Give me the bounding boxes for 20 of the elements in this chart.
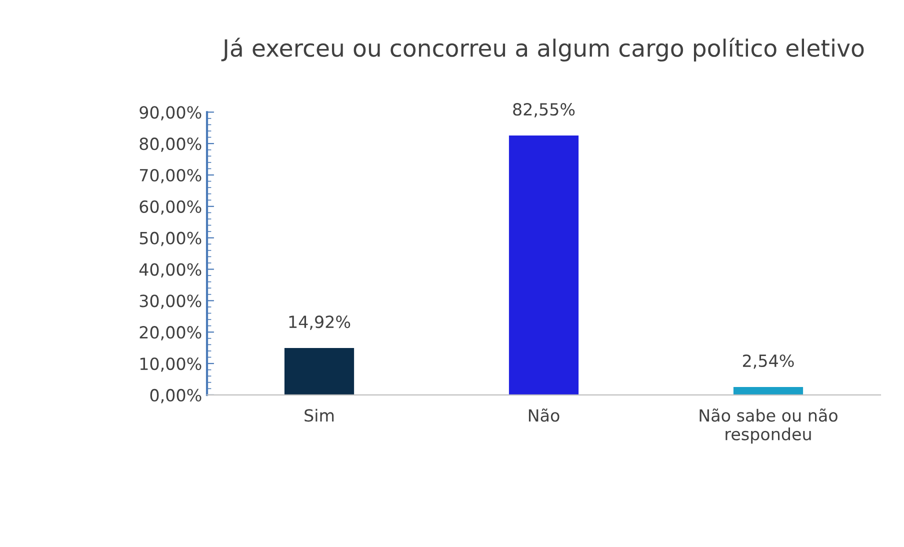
x-tick-label: Não sabe ou não respondeu [700,408,838,444]
bar [733,386,804,395]
y-tick-label: 40,00% [139,263,202,278]
bar [284,348,354,395]
data-label: 82,55% [513,103,575,118]
y-tick-label: 20,00% [140,326,202,340]
data-label: 14,92% [289,316,350,330]
data-label: 2,54% [743,354,794,369]
y-tick-label: 10,00% [140,357,202,372]
bar [508,136,579,395]
y-tick-label: 50,00% [140,232,202,246]
y-tick-label: 70,00% [140,168,202,184]
chart-title: Já exerceu ou concorreu a algum cargo político eletivo [221,38,864,62]
y-tick-label: 30,00% [140,294,202,309]
y-tick-label: 60,00% [140,200,202,215]
y-tick-label: 90,00% [140,106,202,120]
y-tick-label: 0,00% [150,388,202,404]
x-tick-label: Sim [304,408,334,422]
x-tick-label: Não [528,408,560,422]
y-tick-label: 80,00% [140,138,202,152]
